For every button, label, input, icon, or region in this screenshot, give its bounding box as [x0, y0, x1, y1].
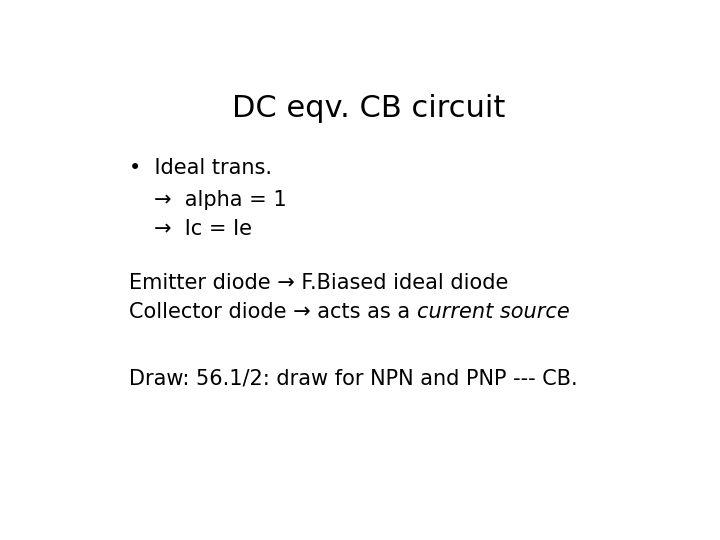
Text: Emitter diode → F.Biased ideal diode: Emitter diode → F.Biased ideal diode [129, 273, 508, 293]
Text: •  Ideal trans.: • Ideal trans. [129, 158, 272, 178]
Text: Draw: 56.1/2: draw for NPN and PNP --- CB.: Draw: 56.1/2: draw for NPN and PNP --- C… [129, 368, 577, 388]
Text: current source: current source [417, 302, 570, 322]
Text: →  alpha = 1: → alpha = 1 [154, 190, 287, 210]
Text: Collector diode → acts as a: Collector diode → acts as a [129, 302, 417, 322]
Text: →  Ic = Ie: → Ic = Ie [154, 219, 252, 239]
Text: DC eqv. CB circuit: DC eqv. CB circuit [233, 94, 505, 123]
